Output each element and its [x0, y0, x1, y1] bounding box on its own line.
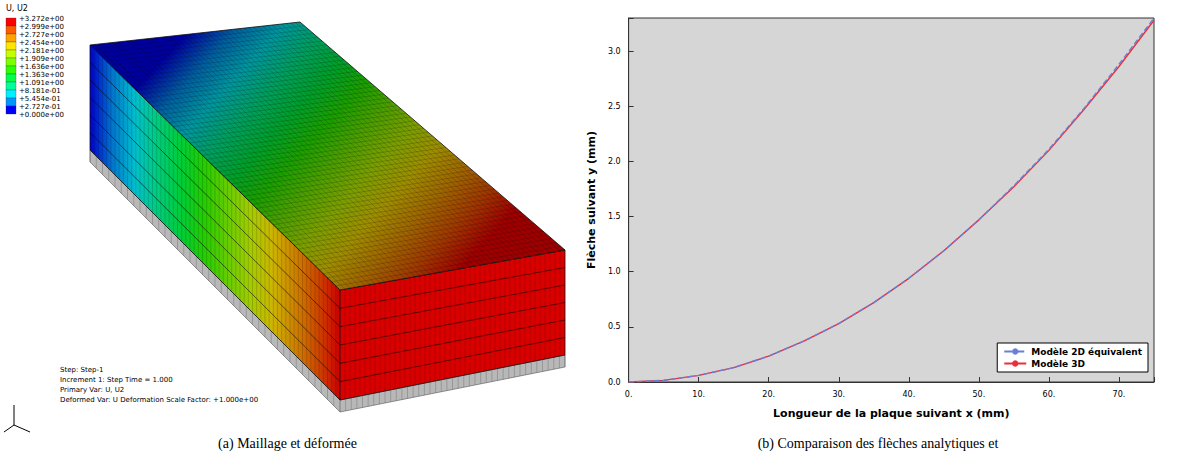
svg-text:2.5: 2.5 [608, 102, 621, 111]
svg-text:40.: 40. [902, 390, 915, 399]
svg-text:+1.363e+00: +1.363e+00 [19, 71, 64, 79]
svg-text:2.0: 2.0 [608, 157, 621, 166]
svg-text:+3.272e+00: +3.272e+00 [19, 15, 64, 23]
svg-text:Deformed Var: U Deformation: Deformed Var: U Deformation Scale Factor… [60, 396, 258, 404]
svg-text:Primary Var: U, U2: Primary Var: U, U2 [60, 386, 124, 394]
svg-text:+2.181e+00: +2.181e+00 [19, 47, 64, 55]
svg-text:Modèle 2D équivalent: Modèle 2D équivalent [1031, 347, 1142, 357]
svg-text:3.0: 3.0 [608, 47, 621, 56]
svg-text:70.: 70. [1113, 390, 1126, 399]
svg-text:Flèche suivant y (mm): Flèche suivant y (mm) [585, 131, 598, 269]
svg-text:+2.999e+00: +2.999e+00 [19, 23, 64, 31]
svg-text:+1.909e+00: +1.909e+00 [19, 55, 64, 63]
svg-text:1.0: 1.0 [608, 267, 621, 276]
svg-text:20.: 20. [762, 390, 775, 399]
svg-text:+2.727e+00: +2.727e+00 [19, 31, 64, 39]
svg-text:+2.454e+00: +2.454e+00 [19, 39, 64, 47]
svg-text:+1.091e+00: +1.091e+00 [19, 79, 64, 87]
svg-text:+2.727e-01: +2.727e-01 [19, 103, 61, 111]
svg-text:10.: 10. [692, 390, 705, 399]
svg-text:Modèle 3D: Modèle 3D [1031, 359, 1085, 369]
svg-text:+0.000e+00: +0.000e+00 [19, 111, 64, 119]
svg-text:+5.454e-01: +5.454e-01 [19, 95, 61, 103]
svg-text:0.: 0. [625, 390, 633, 399]
html-text:(b) Comparaison des flèches an: (b) Comparaison des flèches analytiques … [757, 436, 999, 451]
svg-text:50.: 50. [973, 390, 986, 399]
svg-text:60.: 60. [1043, 390, 1056, 399]
svg-text:Step: Step-1: Step: Step-1 [60, 366, 103, 374]
svg-text:0.0: 0.0 [608, 378, 621, 387]
html-text:(a) Maillage et déformée: (a) Maillage et déformée [218, 436, 357, 451]
svg-text:1.5: 1.5 [608, 212, 621, 221]
svg-text:U, U2: U, U2 [6, 4, 28, 13]
svg-text:+1.636e+00: +1.636e+00 [19, 63, 64, 71]
svg-text:Increment 1: Step Time = 1.000: Increment 1: Step Time = 1.000 [60, 376, 173, 384]
svg-text:Longueur de la plaque suivant: Longueur de la plaque suivant x (mm) [773, 407, 1009, 420]
svg-text:0.5: 0.5 [608, 322, 621, 331]
svg-text:30.: 30. [832, 390, 845, 399]
svg-text:+8.181e-01: +8.181e-01 [19, 87, 61, 95]
